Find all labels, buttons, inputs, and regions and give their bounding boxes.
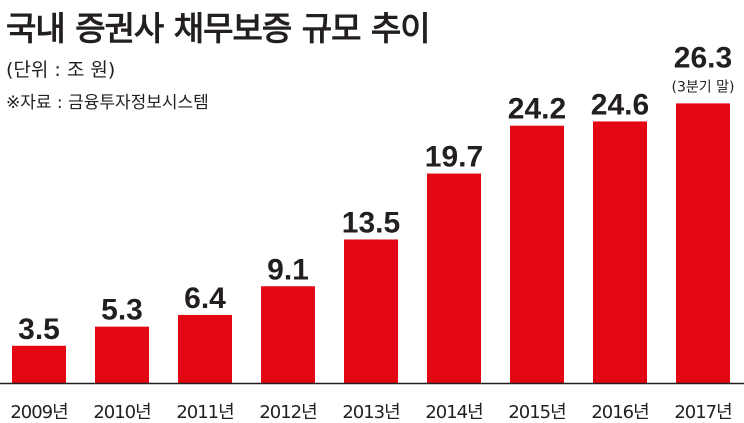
source-label: ※자료 : 금융투자정보시스템 — [6, 93, 209, 113]
chart-title: 국내 증권사 채무보증 규모 추이 — [6, 9, 431, 48]
x-tick-label: 2015년 — [508, 402, 565, 423]
x-tick-label: 2017년 — [674, 402, 731, 423]
value-label: 3.5 — [18, 313, 60, 346]
x-tick-label: 2016년 — [591, 402, 648, 423]
bar — [95, 326, 149, 383]
value-label: 5.3 — [101, 294, 143, 327]
bar-annotation: (3분기 말) — [672, 79, 735, 95]
bar — [676, 103, 730, 384]
bar — [178, 314, 232, 383]
value-label: 19.7 — [425, 141, 483, 174]
bar — [510, 125, 564, 383]
bar — [261, 286, 315, 383]
x-tick-label: 2009년 — [10, 402, 67, 423]
bar — [344, 239, 398, 383]
x-tick-label: 2010년 — [93, 402, 150, 423]
value-label: 13.5 — [342, 206, 400, 239]
x-tick-label: 2014년 — [425, 402, 482, 423]
x-tick-label: 2011년 — [176, 402, 233, 423]
bar — [593, 121, 647, 383]
x-tick-label: 2012년 — [259, 402, 316, 423]
value-label: 6.4 — [184, 282, 226, 315]
bar — [427, 173, 481, 383]
bar — [12, 345, 66, 383]
x-tick-label: 2013년 — [342, 402, 399, 423]
unit-label: (단위 : 조 원) — [6, 59, 116, 81]
value-label: 9.1 — [267, 253, 309, 286]
value-label: 24.2 — [508, 93, 566, 126]
value-label: 24.6 — [591, 88, 649, 121]
value-label: 26.3 — [674, 41, 732, 74]
